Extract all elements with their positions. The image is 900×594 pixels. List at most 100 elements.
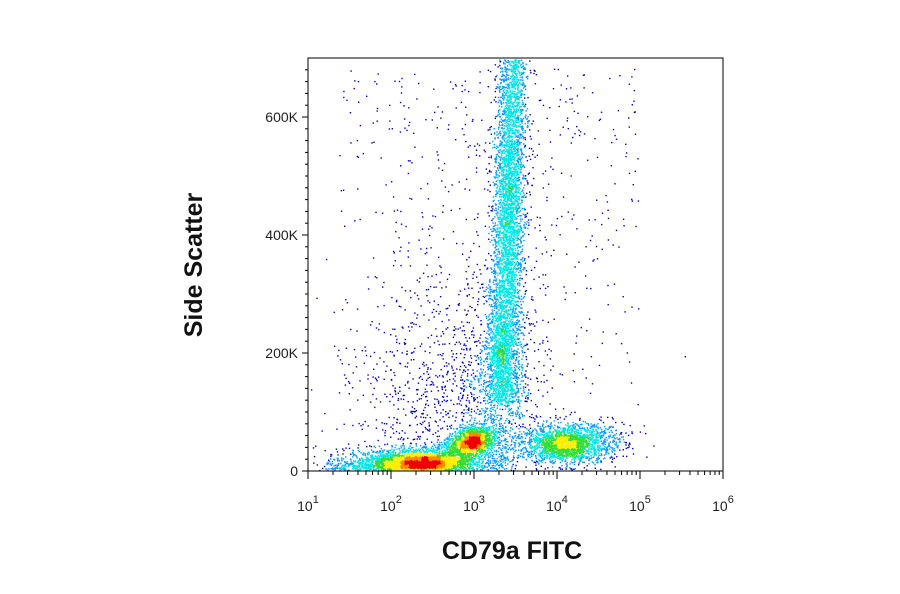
event-dot [387, 453, 389, 455]
event-dot [446, 461, 448, 464]
event-dot [474, 450, 477, 453]
event-dot [397, 464, 400, 467]
event-dot [434, 444, 436, 447]
event-dot [460, 457, 463, 459]
event-dot [401, 454, 404, 456]
event-dot [477, 441, 479, 443]
event-dot [338, 460, 341, 462]
event-dot [390, 456, 392, 458]
event-dot [463, 451, 466, 453]
event-dot [375, 451, 377, 454]
event-dot [478, 423, 481, 425]
event-dot [498, 467, 500, 469]
event-dot [450, 450, 452, 452]
event-dot [418, 469, 420, 471]
event-dot [476, 431, 478, 433]
event-dot [313, 462, 315, 464]
event-dot [493, 442, 496, 445]
event-dot [461, 459, 463, 461]
event-dot [378, 462, 380, 464]
event-dot [437, 448, 439, 450]
event-dot [497, 441, 500, 443]
event-dot [360, 463, 362, 465]
event-dot [409, 445, 411, 447]
event-dot [458, 466, 460, 469]
event-dot [490, 421, 492, 424]
event-dot [495, 453, 497, 455]
event-dot [362, 459, 364, 461]
event-dot [485, 462, 487, 465]
event-dot [391, 460, 393, 463]
event-dot [437, 446, 439, 448]
event-dot [500, 435, 503, 437]
event-dot [480, 459, 482, 461]
event-dot [390, 455, 392, 457]
event-dot [480, 469, 482, 471]
event-dot [458, 452, 460, 455]
event-dot [498, 420, 500, 422]
event-dot [461, 456, 463, 458]
event-dot [402, 456, 404, 458]
event-dot [416, 438, 418, 440]
event-dot [445, 450, 447, 452]
event-dot [350, 463, 352, 466]
event-dot [432, 451, 434, 453]
event-dot [465, 457, 468, 460]
event-dot [460, 433, 462, 436]
event-dot [437, 454, 439, 457]
event-dot [469, 434, 472, 437]
event-dot [494, 450, 496, 452]
event-dot [364, 454, 367, 456]
event-dot [372, 459, 374, 461]
event-dot [424, 452, 426, 455]
event-dot [475, 460, 477, 463]
event-dot [435, 457, 437, 459]
event-dot [435, 454, 437, 457]
event-dot [458, 458, 461, 460]
event-dot [449, 434, 451, 436]
event-dot [374, 457, 376, 459]
event-dot [464, 457, 467, 459]
event-dot [491, 454, 494, 457]
event-dot [492, 458, 494, 460]
event-dot [421, 447, 423, 449]
event-dot [354, 454, 356, 456]
event-dot [452, 438, 454, 440]
event-dot [426, 460, 429, 463]
event-dot [441, 448, 443, 450]
event-dot [408, 449, 410, 452]
event-dot [404, 459, 406, 462]
event-dot [354, 465, 356, 467]
event-dot [452, 451, 455, 453]
event-dot [512, 455, 515, 457]
event-dot [421, 449, 424, 451]
event-dot [494, 462, 496, 464]
event-dot [357, 449, 360, 452]
event-dot [487, 462, 489, 464]
event-dot [390, 449, 392, 452]
event-dot [497, 432, 499, 434]
event-dot [501, 452, 504, 454]
event-dot [380, 447, 382, 450]
event-dot [464, 451, 467, 453]
event-dot [473, 430, 475, 432]
event-dot [479, 430, 481, 433]
event-dot [482, 460, 485, 463]
event-dot [408, 447, 410, 449]
event-dot [470, 463, 472, 465]
event-dot [454, 431, 456, 433]
event-dot [492, 427, 495, 429]
event-dot [490, 445, 493, 448]
event-dot [465, 469, 468, 471]
event-dot [410, 454, 412, 457]
event-dot [410, 452, 413, 454]
event-dot [445, 467, 448, 469]
event-dot [458, 445, 461, 447]
event-dot [439, 441, 441, 443]
event-dot [359, 458, 361, 460]
event-dot [329, 461, 331, 463]
event-dot [462, 440, 464, 443]
event-dot [470, 465, 472, 468]
event-dot [402, 469, 404, 472]
event-dot [419, 445, 422, 447]
